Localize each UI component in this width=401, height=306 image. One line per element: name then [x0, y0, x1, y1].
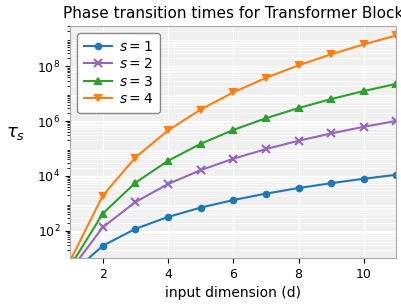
- Y-axis label: $\tau_s$: $\tau_s$: [6, 124, 24, 142]
- $s = 2$: [67, 269, 72, 273]
- $s = 3$: [230, 128, 235, 132]
- $s = 4$: [263, 76, 267, 80]
- $s = 1$: [230, 198, 235, 202]
- $s = 3$: [393, 82, 398, 86]
- $s = 2$: [393, 119, 398, 123]
- Title: Phase transition times for Transformer Block: Phase transition times for Transformer B…: [63, 6, 401, 21]
- $s = 2$: [198, 168, 203, 172]
- $s = 2$: [360, 125, 365, 129]
- $s = 1$: [165, 215, 170, 219]
- Line: $s = 1$: $s = 1$: [67, 172, 398, 278]
- $s = 2$: [230, 157, 235, 161]
- $s = 2$: [296, 139, 300, 143]
- $s = 4$: [230, 91, 235, 94]
- $s = 1$: [296, 186, 300, 190]
- $s = 3$: [198, 142, 203, 146]
- $s = 3$: [263, 116, 267, 120]
- $s = 4$: [328, 52, 333, 56]
- $s = 2$: [100, 226, 105, 229]
- $s = 4$: [165, 129, 170, 132]
- $s = 3$: [296, 106, 300, 110]
- $s = 3$: [165, 159, 170, 163]
- $s = 2$: [263, 147, 267, 151]
- Legend: $s = 1$, $s = 2$, $s = 3$, $s = 4$: $s = 1$, $s = 2$, $s = 3$, $s = 4$: [77, 33, 160, 113]
- $s = 1$: [263, 192, 267, 196]
- $s = 2$: [165, 182, 170, 186]
- $s = 1$: [393, 173, 398, 177]
- Line: $s = 2$: $s = 2$: [66, 117, 400, 275]
- Line: $s = 4$: $s = 4$: [67, 32, 399, 264]
- $s = 4$: [393, 34, 398, 37]
- $s = 4$: [360, 43, 365, 46]
- $s = 1$: [198, 206, 203, 210]
- $s = 4$: [67, 259, 72, 263]
- Line: $s = 3$: $s = 3$: [67, 80, 399, 270]
- $s = 3$: [100, 212, 105, 215]
- $s = 4$: [198, 108, 203, 111]
- $s = 4$: [296, 64, 300, 67]
- $s = 3$: [328, 97, 333, 101]
- $s = 1$: [328, 181, 333, 185]
- $s = 3$: [133, 181, 138, 185]
- $s = 2$: [133, 200, 138, 204]
- $s = 4$: [100, 194, 105, 197]
- $s = 1$: [133, 227, 138, 231]
- $s = 1$: [360, 177, 365, 181]
- $s = 4$: [133, 156, 138, 159]
- $s = 3$: [360, 89, 365, 93]
- $s = 1$: [67, 273, 72, 277]
- $s = 1$: [100, 244, 105, 248]
- X-axis label: input dimension (d): input dimension (d): [165, 286, 300, 300]
- $s = 2$: [328, 132, 333, 135]
- $s = 3$: [67, 265, 72, 268]
